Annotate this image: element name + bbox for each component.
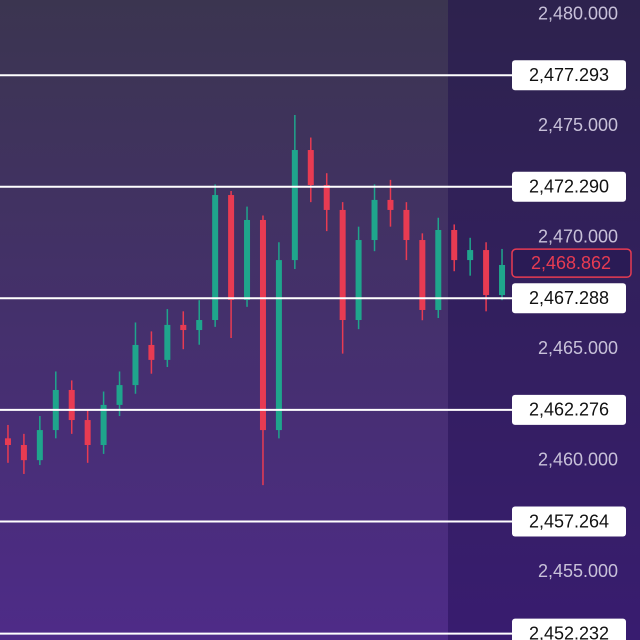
- candle-body: [259, 219, 266, 431]
- candle-body: [180, 324, 187, 331]
- level-label: 2,452.232: [529, 623, 609, 640]
- level-label: 2,457.264: [529, 511, 609, 531]
- candle-body: [20, 445, 27, 461]
- candle-body: [291, 150, 298, 261]
- candle-body: [307, 150, 314, 185]
- candle-body: [132, 344, 139, 386]
- candle-body: [4, 438, 11, 446]
- level-label-box: [512, 283, 626, 314]
- candle-body: [387, 199, 394, 210]
- level-label: 2,472.290: [529, 177, 609, 197]
- level-label: 2,467.288: [529, 288, 609, 308]
- level-label-box: [512, 506, 626, 537]
- current-price-box: [511, 248, 632, 278]
- level-label-box: [512, 171, 626, 202]
- candle-body: [403, 209, 410, 241]
- level-label-box: [512, 60, 626, 91]
- candle-body: [196, 320, 203, 331]
- candle-body: [68, 389, 75, 421]
- candle-body: [116, 385, 123, 405]
- candle-body: [275, 260, 282, 431]
- candle-body: [483, 250, 490, 296]
- y-tick-label: 2,470.000: [538, 227, 618, 247]
- candle-body: [499, 264, 506, 296]
- candle-body: [371, 199, 378, 241]
- y-tick-label: 2,465.000: [538, 338, 618, 358]
- y-tick-label: 2,480.000: [538, 4, 618, 24]
- candle-body: [228, 195, 235, 300]
- level-label: 2,477.293: [529, 65, 609, 85]
- candle-body: [323, 184, 330, 210]
- future-zone: [448, 0, 640, 640]
- y-tick-label: 2,455.000: [538, 561, 618, 581]
- candle-body: [164, 324, 171, 360]
- candle-body: [148, 344, 155, 360]
- y-tick-label: 2,475.000: [538, 115, 618, 135]
- candle-body: [212, 195, 219, 321]
- candle-body: [451, 229, 458, 261]
- level-label-box: [512, 618, 626, 640]
- candle-body: [355, 240, 362, 321]
- level-label: 2,462.276: [529, 400, 609, 420]
- candle-body: [467, 250, 474, 261]
- candle-body: [244, 219, 251, 300]
- candle-body: [100, 404, 107, 446]
- candle-body: [84, 420, 91, 446]
- candle-body: [435, 229, 442, 310]
- candle-body: [36, 430, 43, 461]
- candle-body: [339, 209, 346, 321]
- y-tick-label: 2,460.000: [538, 449, 618, 469]
- candle-body: [419, 240, 426, 310]
- current-price-label: 2,468.862: [531, 253, 611, 273]
- level-label-box: [512, 394, 626, 425]
